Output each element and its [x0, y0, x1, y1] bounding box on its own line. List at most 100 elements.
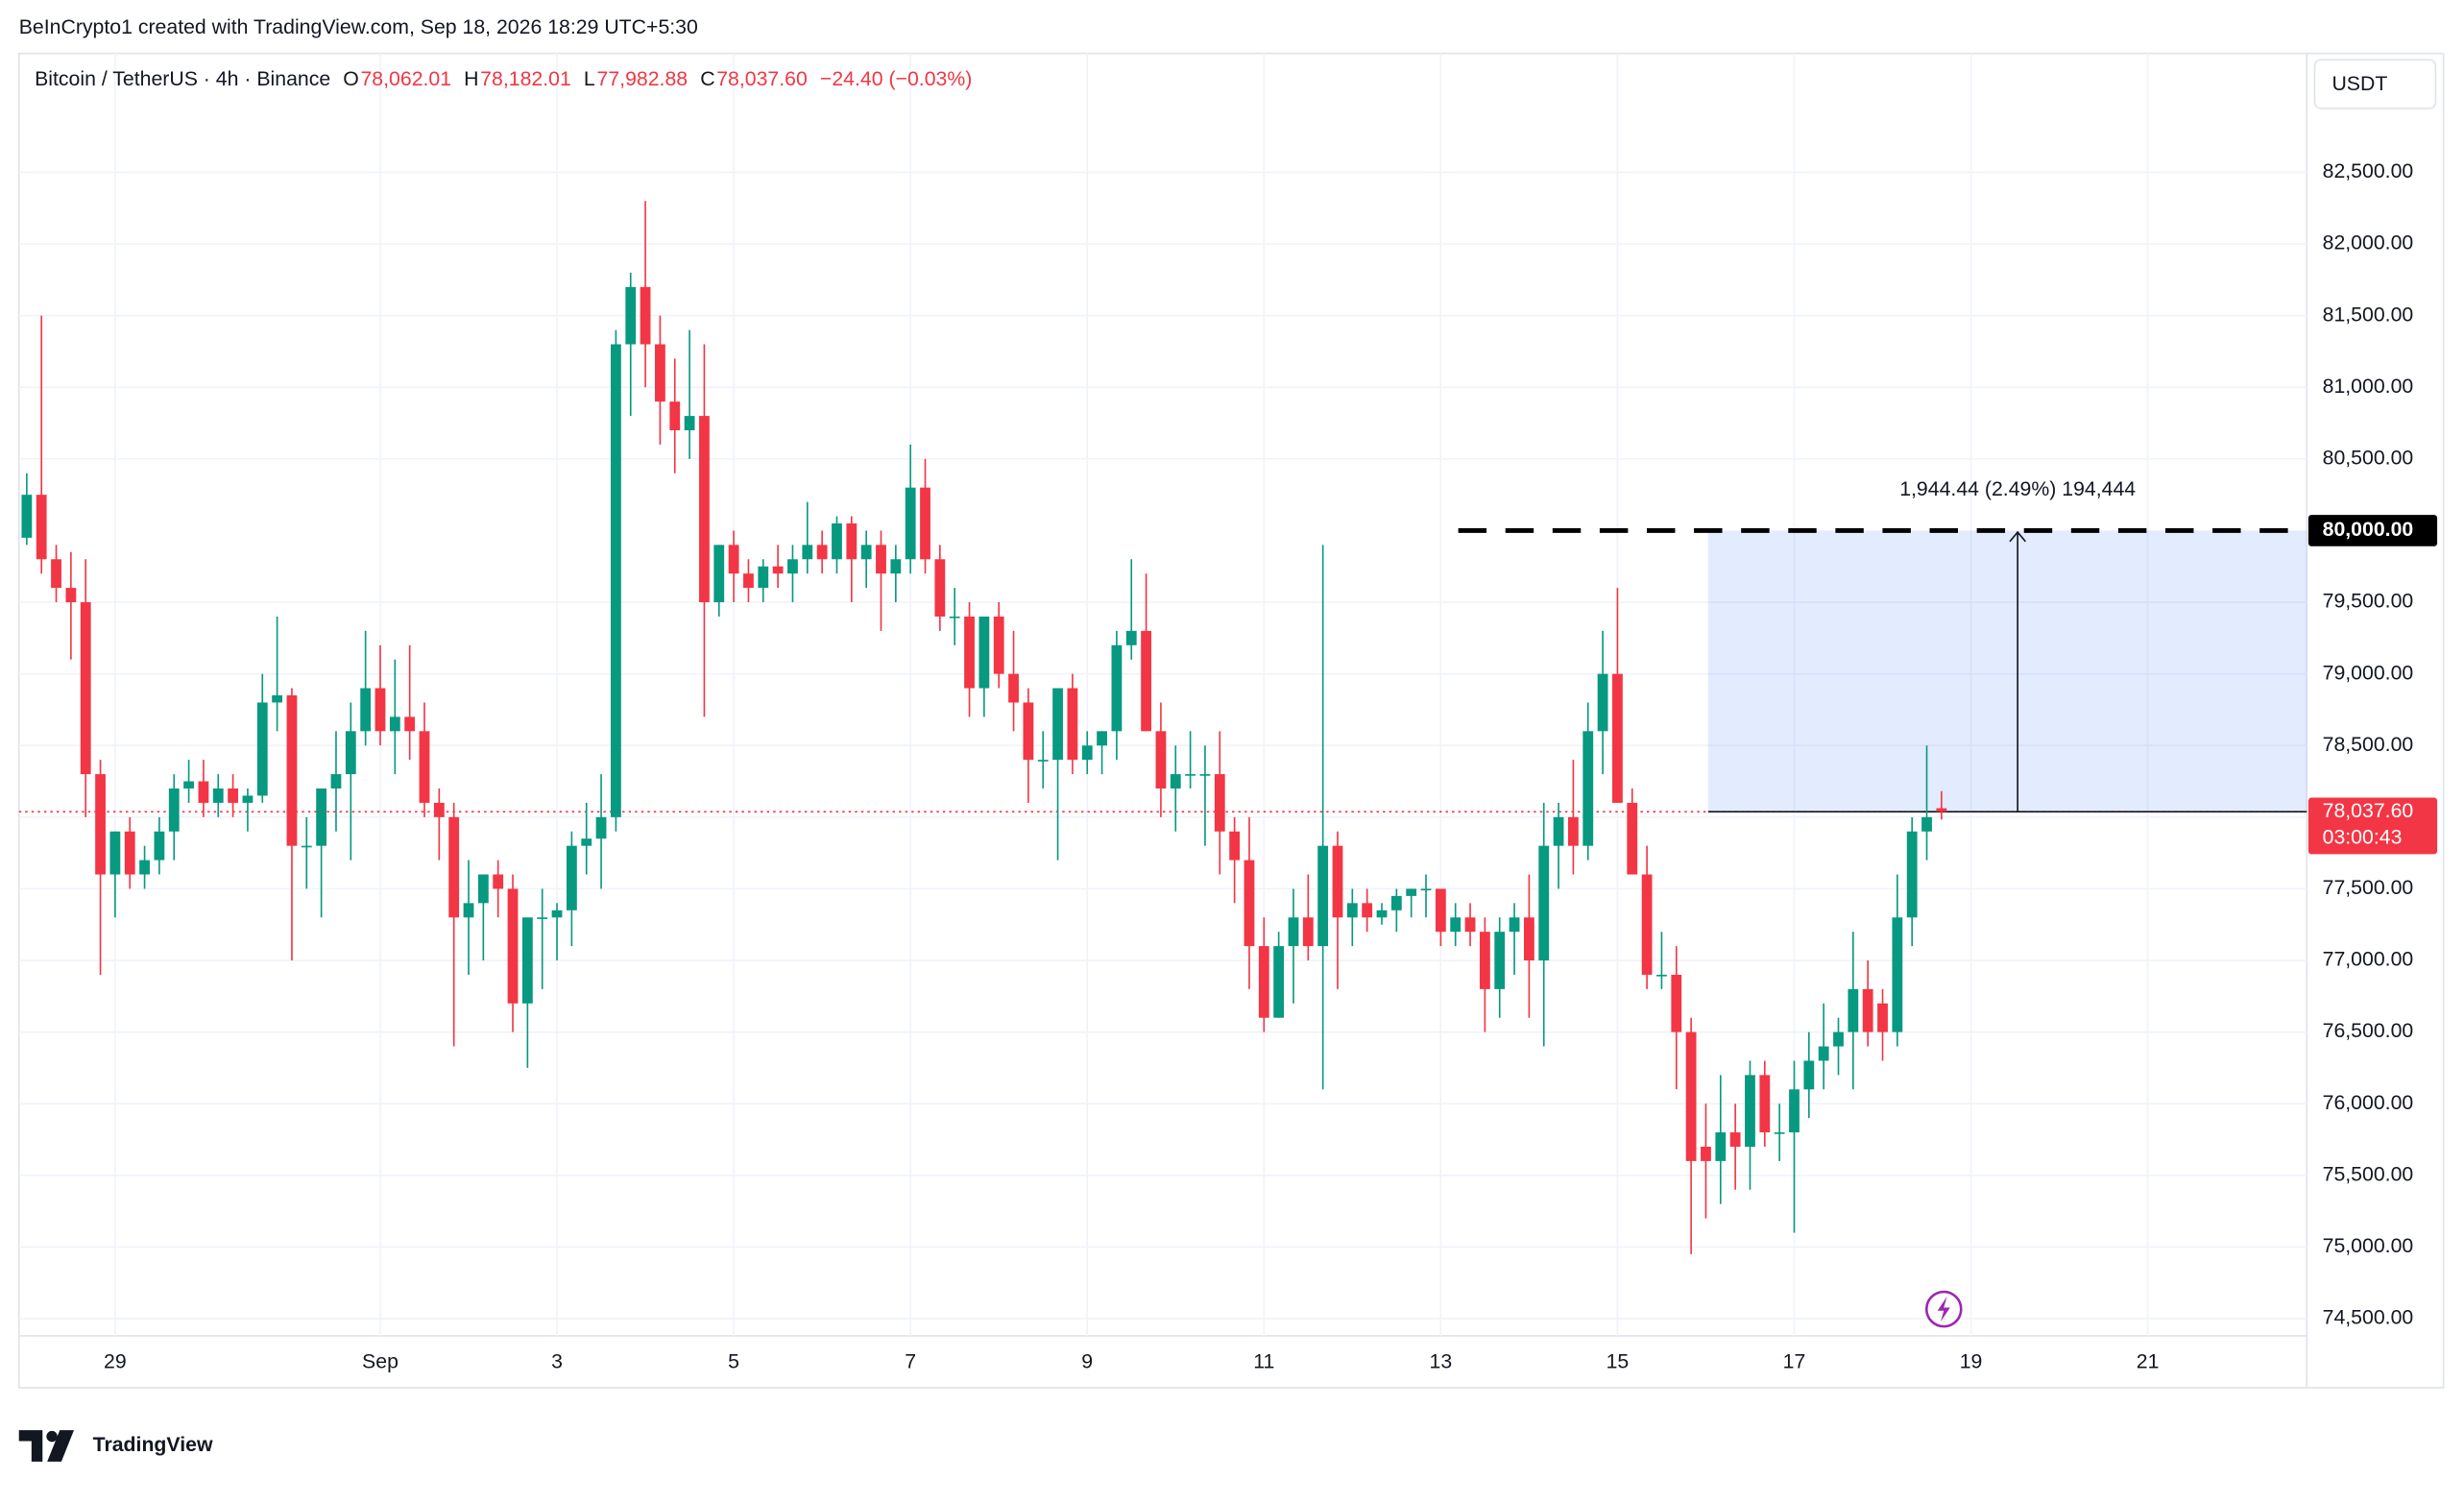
measure-box — [1707, 530, 2307, 813]
candle-body — [1052, 688, 1063, 761]
candle-body — [330, 774, 342, 788]
candle-body — [301, 845, 312, 848]
candle-body — [507, 888, 519, 1004]
candle-body — [1523, 917, 1534, 961]
candle-body — [80, 602, 91, 775]
candle-body — [625, 286, 637, 345]
candle-body — [1420, 888, 1432, 891]
candle-body — [1317, 845, 1329, 947]
candle-body — [713, 545, 725, 603]
candle-body — [1848, 988, 1859, 1032]
candle-body — [1081, 745, 1093, 761]
ohlc-value: 78,037.60 — [716, 67, 808, 90]
candle-body — [1597, 673, 1608, 732]
candle-body — [1921, 816, 1932, 832]
candle-body — [448, 816, 460, 918]
candle-body — [109, 831, 121, 875]
y-tick-label: 82,500.00 — [2323, 159, 2414, 182]
candle-body — [521, 917, 533, 1004]
candle-body — [1906, 831, 1918, 918]
candle-body — [1141, 630, 1151, 732]
candle-body — [1553, 816, 1564, 846]
candle-body — [198, 781, 209, 803]
candle-body — [1464, 917, 1476, 933]
candle-body — [728, 545, 739, 574]
candle-body — [1229, 831, 1241, 861]
candle-body — [1936, 808, 1947, 813]
arrow-head — [2009, 530, 2026, 543]
candle-body — [1332, 845, 1343, 918]
candle-body — [463, 903, 474, 918]
x-tick-label: 3 — [551, 1349, 563, 1372]
candle-body — [1155, 731, 1167, 788]
candle-body — [581, 838, 592, 846]
candle-body — [1701, 1146, 1711, 1161]
y-tick-label: 77,000.00 — [2323, 948, 2414, 971]
candle-body — [1729, 1132, 1741, 1147]
candle-body — [1273, 946, 1285, 1018]
candle-body — [477, 874, 489, 904]
y-tick-label: 81,000.00 — [2323, 375, 2414, 398]
ohlc-value: 77,982.88 — [597, 67, 688, 90]
candle-body — [595, 816, 607, 839]
candle-body — [36, 495, 47, 560]
candle-body — [787, 559, 798, 574]
candle-body — [1685, 1031, 1697, 1161]
candle-body — [1818, 1046, 1829, 1061]
candle-body — [1362, 903, 1373, 918]
candle-body — [655, 344, 665, 402]
currency[interactable]: USDT — [2331, 72, 2387, 95]
candle-body — [345, 731, 356, 775]
candle-body — [1494, 932, 1506, 989]
candle-body — [949, 616, 960, 619]
x-tick-label: 29 — [104, 1349, 127, 1372]
last-price-tag — [2307, 797, 2438, 855]
candle-body — [1406, 888, 1417, 896]
y-tick-label: 81,500.00 — [2323, 303, 2414, 326]
candle-body — [699, 416, 710, 603]
candle-body — [1582, 731, 1594, 846]
candle-body — [1656, 974, 1667, 977]
measure-label: 1,944.44 (2.49%) 194,444 — [1899, 477, 2136, 500]
candle-body — [154, 831, 165, 861]
candle-body — [1346, 903, 1358, 918]
candle-body — [272, 695, 283, 703]
plot — [18, 53, 2307, 1336]
candle-body — [168, 788, 180, 832]
candle-body — [1774, 1132, 1785, 1134]
candle-body — [1803, 1060, 1815, 1090]
candle-body — [611, 344, 621, 817]
currency-button[interactable] — [2313, 59, 2437, 109]
last-price-tag-label: 78,037.60 — [2323, 799, 2414, 822]
candle-body — [802, 545, 813, 560]
candle-body — [139, 860, 150, 875]
candle-body — [832, 522, 842, 560]
candle-body — [1199, 774, 1211, 776]
x-tick-label: 19 — [1960, 1349, 1983, 1372]
candle-body — [669, 401, 681, 431]
candle-body — [1125, 630, 1137, 645]
candle-body — [1892, 917, 1903, 1032]
candle-body — [1789, 1089, 1800, 1133]
y-tick-label: 79,500.00 — [2323, 590, 2414, 613]
change: −24.40 (−0.03%) — [820, 67, 972, 90]
candle-body — [1509, 917, 1520, 933]
candle-body — [316, 788, 327, 846]
lightning-icon[interactable] — [1924, 1290, 1963, 1328]
resistance-tag-label: 80,000.00 — [2323, 518, 2414, 541]
x-tick-label: 13 — [1430, 1349, 1453, 1372]
ohlc-key: H — [464, 67, 478, 90]
candle-body — [1390, 895, 1402, 910]
candle-body — [1097, 731, 1107, 746]
credit: BeInCrypto1 created with TradingView.com… — [19, 15, 698, 38]
candle-body — [1612, 673, 1623, 803]
y-tick-label: 74,500.00 — [2323, 1306, 2414, 1329]
candle-body — [978, 616, 990, 689]
candle-body — [905, 487, 916, 560]
candle-body — [1067, 688, 1078, 761]
candle-body — [1435, 888, 1446, 933]
candle-body — [1641, 874, 1653, 975]
candle-body — [551, 910, 563, 918]
